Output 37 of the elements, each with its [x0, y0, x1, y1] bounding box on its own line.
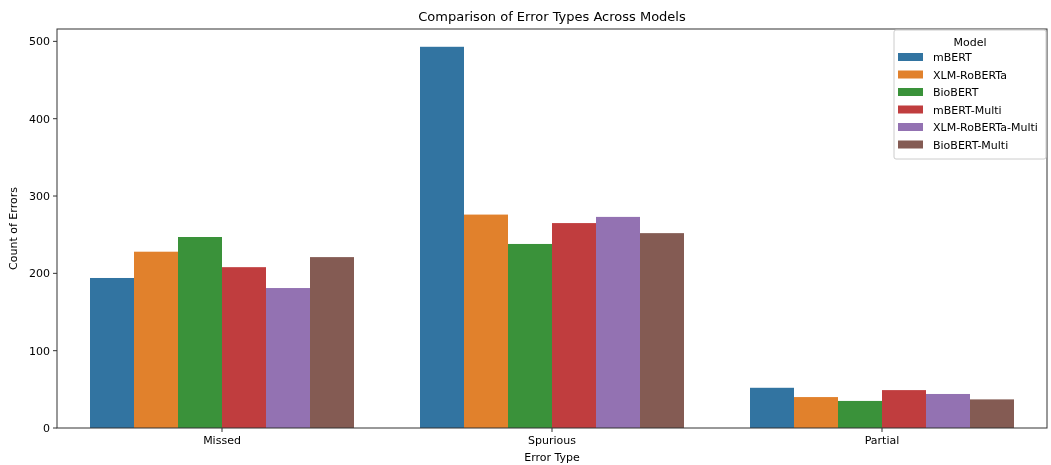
y-tick-label: 300 [29, 189, 50, 203]
bar [420, 46, 464, 428]
bar [882, 390, 926, 428]
bar [134, 251, 178, 428]
y-tick-label: 200 [29, 267, 50, 281]
bar [90, 277, 134, 428]
legend-label: mBERT [933, 51, 973, 64]
y-tick-label: 400 [29, 112, 50, 126]
bar [222, 267, 266, 428]
y-tick-label: 100 [29, 344, 50, 358]
x-axis-title: Error Type [524, 451, 581, 464]
bar [640, 233, 684, 428]
bar [464, 214, 508, 428]
x-tick-label: Partial [864, 434, 900, 447]
bar [310, 257, 354, 428]
legend-title: Model [953, 36, 987, 49]
y-tick-label: 500 [29, 35, 50, 49]
legend-label: BioBERT-Multi [933, 138, 1009, 152]
y-axis-title: Count of Errors [7, 186, 20, 270]
x-tick-label: Spurious [528, 434, 577, 447]
bar [970, 399, 1014, 428]
chart-title: Comparison of Error Types Across Models [418, 9, 686, 24]
bar [508, 243, 552, 428]
legend-label: mBERT-Multi [933, 103, 1002, 117]
bar [266, 288, 310, 428]
bar [552, 223, 596, 428]
bar [926, 393, 970, 428]
bar [794, 397, 838, 428]
bar [750, 387, 794, 428]
legend-label: BioBERT [933, 86, 979, 99]
x-tick-label: Missed [203, 434, 241, 447]
bar [838, 400, 882, 428]
legend-label: XLM-RoBERTa [933, 68, 1007, 82]
y-tick-label: 0 [43, 421, 50, 435]
bar [596, 216, 640, 428]
legend-label: XLM-RoBERTa-Multi [933, 121, 1038, 134]
bar [178, 237, 222, 428]
